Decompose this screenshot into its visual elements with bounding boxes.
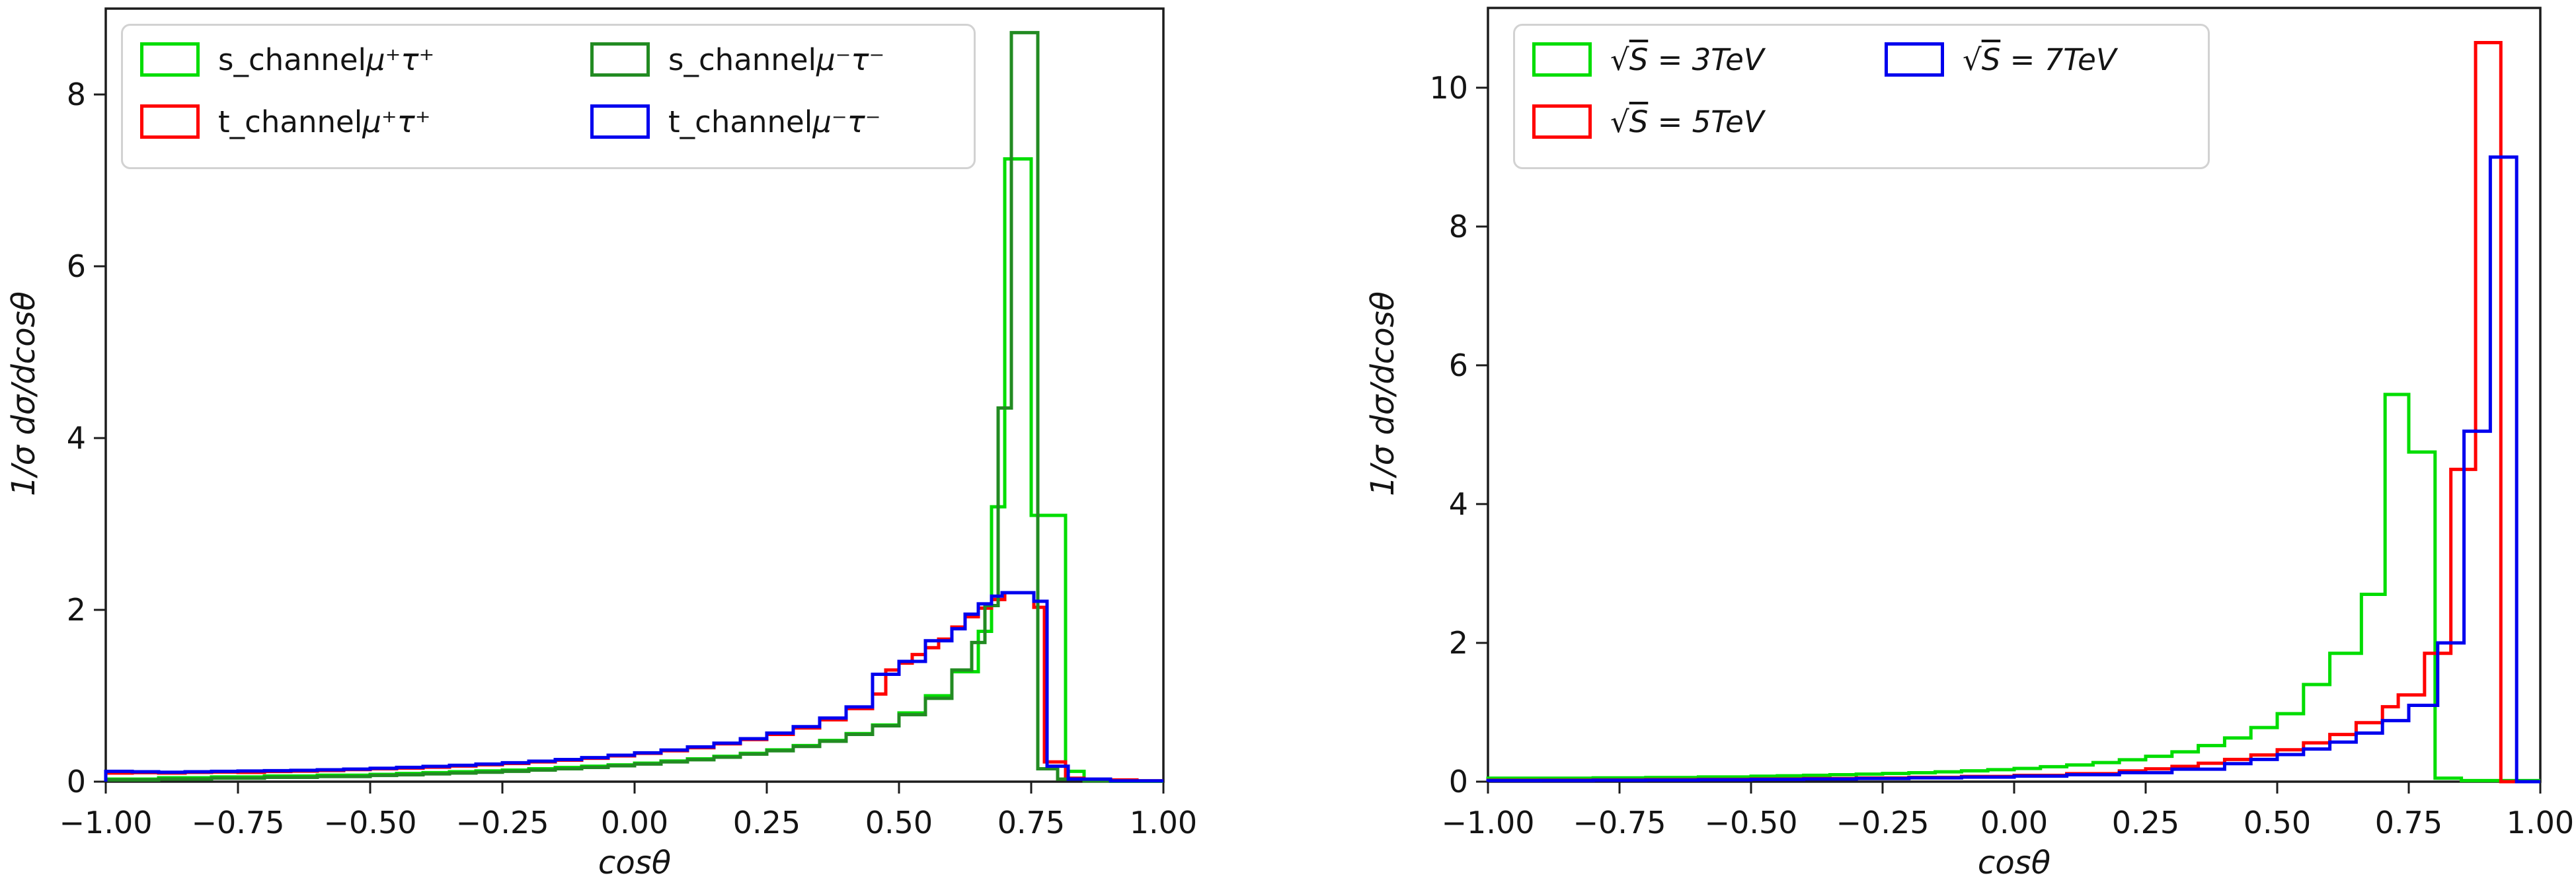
legend-label: √S = 7TeV: [1963, 42, 2117, 77]
left-plot-legend-entry: t_channelμ⁺τ⁺: [140, 103, 430, 140]
left-plot-x-tick-label: −0.50: [324, 805, 417, 840]
right-plot-series--s-3tev: [1486, 392, 2540, 782]
left-plot-y-tick-label: 8: [67, 77, 86, 112]
right-plot-xlabel: cosθ: [1978, 844, 2050, 881]
right-plot-legend-entry: √S = 3TeV: [1532, 41, 1764, 78]
right-plot-x-tick-label: 0.25: [2112, 805, 2179, 840]
legend-label: s_channelμ⁻τ⁻: [668, 42, 885, 77]
right-plot-x-tick-label: −0.25: [1836, 805, 1930, 840]
left-plot-x-tick-label: 0.00: [601, 805, 668, 840]
left-plot-series-t-channel-: [104, 591, 1163, 783]
left-plot-x-tick-label: −1.00: [59, 805, 153, 840]
legend-swatch-icon: [140, 42, 200, 77]
right-plot-x-tick-label: −1.00: [1442, 805, 1535, 840]
left-plot-y-tick-label: 2: [67, 592, 86, 628]
legend-label: t_channelμ⁺τ⁺: [218, 104, 431, 139]
left-plot-x-tick-label: 0.25: [733, 805, 800, 840]
right-plot-y-tick-label: 6: [1449, 348, 1468, 383]
left-plot-legend-entry: s_channelμ⁻τ⁻: [590, 41, 884, 78]
right-plot-series--s-7tev: [1486, 155, 2540, 784]
left-plot-legend-entry: t_channelμ⁻τ⁻: [590, 103, 880, 140]
left-plot-x-tick-label: −0.75: [192, 805, 285, 840]
right-plot-y-tick-label: 0: [1449, 764, 1468, 799]
left-plot-series-s-channel-: [104, 157, 1163, 783]
legend-swatch-icon: [590, 42, 650, 77]
left-plot-y-tick-label: 4: [67, 420, 86, 456]
legend-label: √S = 5TeV: [1610, 104, 1764, 139]
right-plot-x-tick-label: 0.75: [2375, 805, 2442, 840]
right-plot-x-tick-label: −0.50: [1705, 805, 1798, 840]
legend-swatch-icon: [590, 104, 650, 139]
right-plot-x-tick-label: 1.00: [2507, 805, 2574, 840]
right-plot-x-tick-label: 0.00: [1980, 805, 2048, 840]
left-plot-x-tick-label: 1.00: [1130, 805, 1197, 840]
right-plot-legend-entry: √S = 5TeV: [1532, 103, 1764, 140]
left-plot-ylabel: 1/σ dσ/dcosθ: [5, 291, 42, 496]
right-plot-legend-entry: √S = 7TeV: [1885, 41, 2117, 78]
legend-swatch-icon: [1885, 42, 1944, 77]
left-plot-x-tick-label: 0.75: [997, 805, 1065, 840]
legend-swatch-icon: [140, 104, 200, 139]
right-plot-y-tick-label: 4: [1449, 486, 1468, 522]
legend-label: s_channelμ⁺τ⁺: [218, 42, 435, 77]
left-plot-x-tick-label: 0.50: [865, 805, 933, 840]
legend-swatch-icon: [1532, 42, 1592, 77]
legend-label: √S = 3TeV: [1610, 42, 1764, 77]
right-plot-x-tick-label: −0.75: [1573, 805, 1666, 840]
left-plot-x-tick-label: −0.25: [456, 805, 549, 840]
left-plot-legend-entry: s_channelμ⁺τ⁺: [140, 41, 434, 78]
right-plot-x-tick-label: 0.50: [2244, 805, 2311, 840]
legend-swatch-icon: [1532, 104, 1592, 139]
right-plot-y-tick-label: 10: [1429, 70, 1468, 106]
right-plot-y-tick-label: 2: [1449, 625, 1468, 661]
right-plot-y-tick-label: 8: [1449, 209, 1468, 244]
left-plot-y-tick-label: 0: [67, 764, 86, 799]
left-plot-xlabel: cosθ: [598, 844, 671, 881]
legend-label: t_channelμ⁻τ⁻: [668, 104, 881, 139]
left-plot-series-s-channel-: [104, 30, 1163, 783]
left-plot-legend: [121, 24, 976, 169]
right-plot-legend: [1513, 24, 2210, 169]
left-plot-y-tick-label: 6: [67, 248, 86, 284]
right-plot-ylabel: 1/σ dσ/dcosθ: [1364, 291, 1401, 496]
